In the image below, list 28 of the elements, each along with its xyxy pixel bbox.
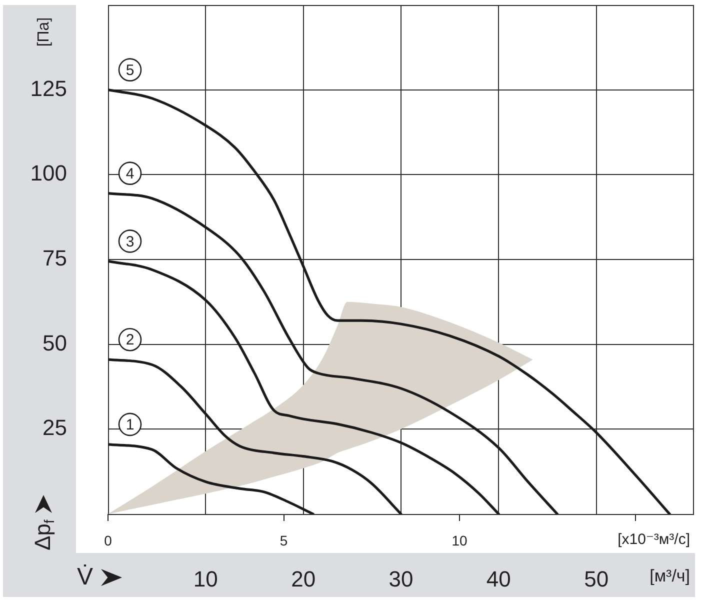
series-label: 3 xyxy=(126,233,134,250)
x-axis-title: [м³/ч] xyxy=(650,566,690,586)
x2-tick-label: 10 xyxy=(452,532,468,548)
x2-axis-title: [x10⁻³м³/с] xyxy=(618,531,690,548)
x-tick-label: 40 xyxy=(486,566,511,592)
y-tick-label: 25 xyxy=(42,415,67,440)
x2-tick-label: 5 xyxy=(280,532,288,548)
x-tick-label: 10 xyxy=(193,566,218,592)
x-tick-label: 30 xyxy=(388,566,414,592)
y-tick-label: 50 xyxy=(42,330,67,356)
y-tick-label: 75 xyxy=(42,246,67,271)
text: V̇ xyxy=(77,564,94,591)
line-series xyxy=(108,260,500,514)
series-label: 2 xyxy=(126,332,134,349)
y-axis-title: [Па] xyxy=(35,17,52,47)
line-series xyxy=(108,443,314,514)
x2-tick-label: 0 xyxy=(104,532,112,548)
series-label: 4 xyxy=(126,165,134,182)
x-tick-label: 50 xyxy=(584,566,609,592)
text: Δpf xyxy=(30,519,58,550)
y-tick-label: 125 xyxy=(30,76,67,101)
x-tick-label: 20 xyxy=(291,566,316,592)
series-label: 5 xyxy=(126,62,134,79)
series-label: 1 xyxy=(126,416,134,434)
line-series xyxy=(108,88,671,514)
y-tick-label: 100 xyxy=(30,160,67,186)
line-series xyxy=(108,358,402,514)
line-series xyxy=(108,192,559,514)
